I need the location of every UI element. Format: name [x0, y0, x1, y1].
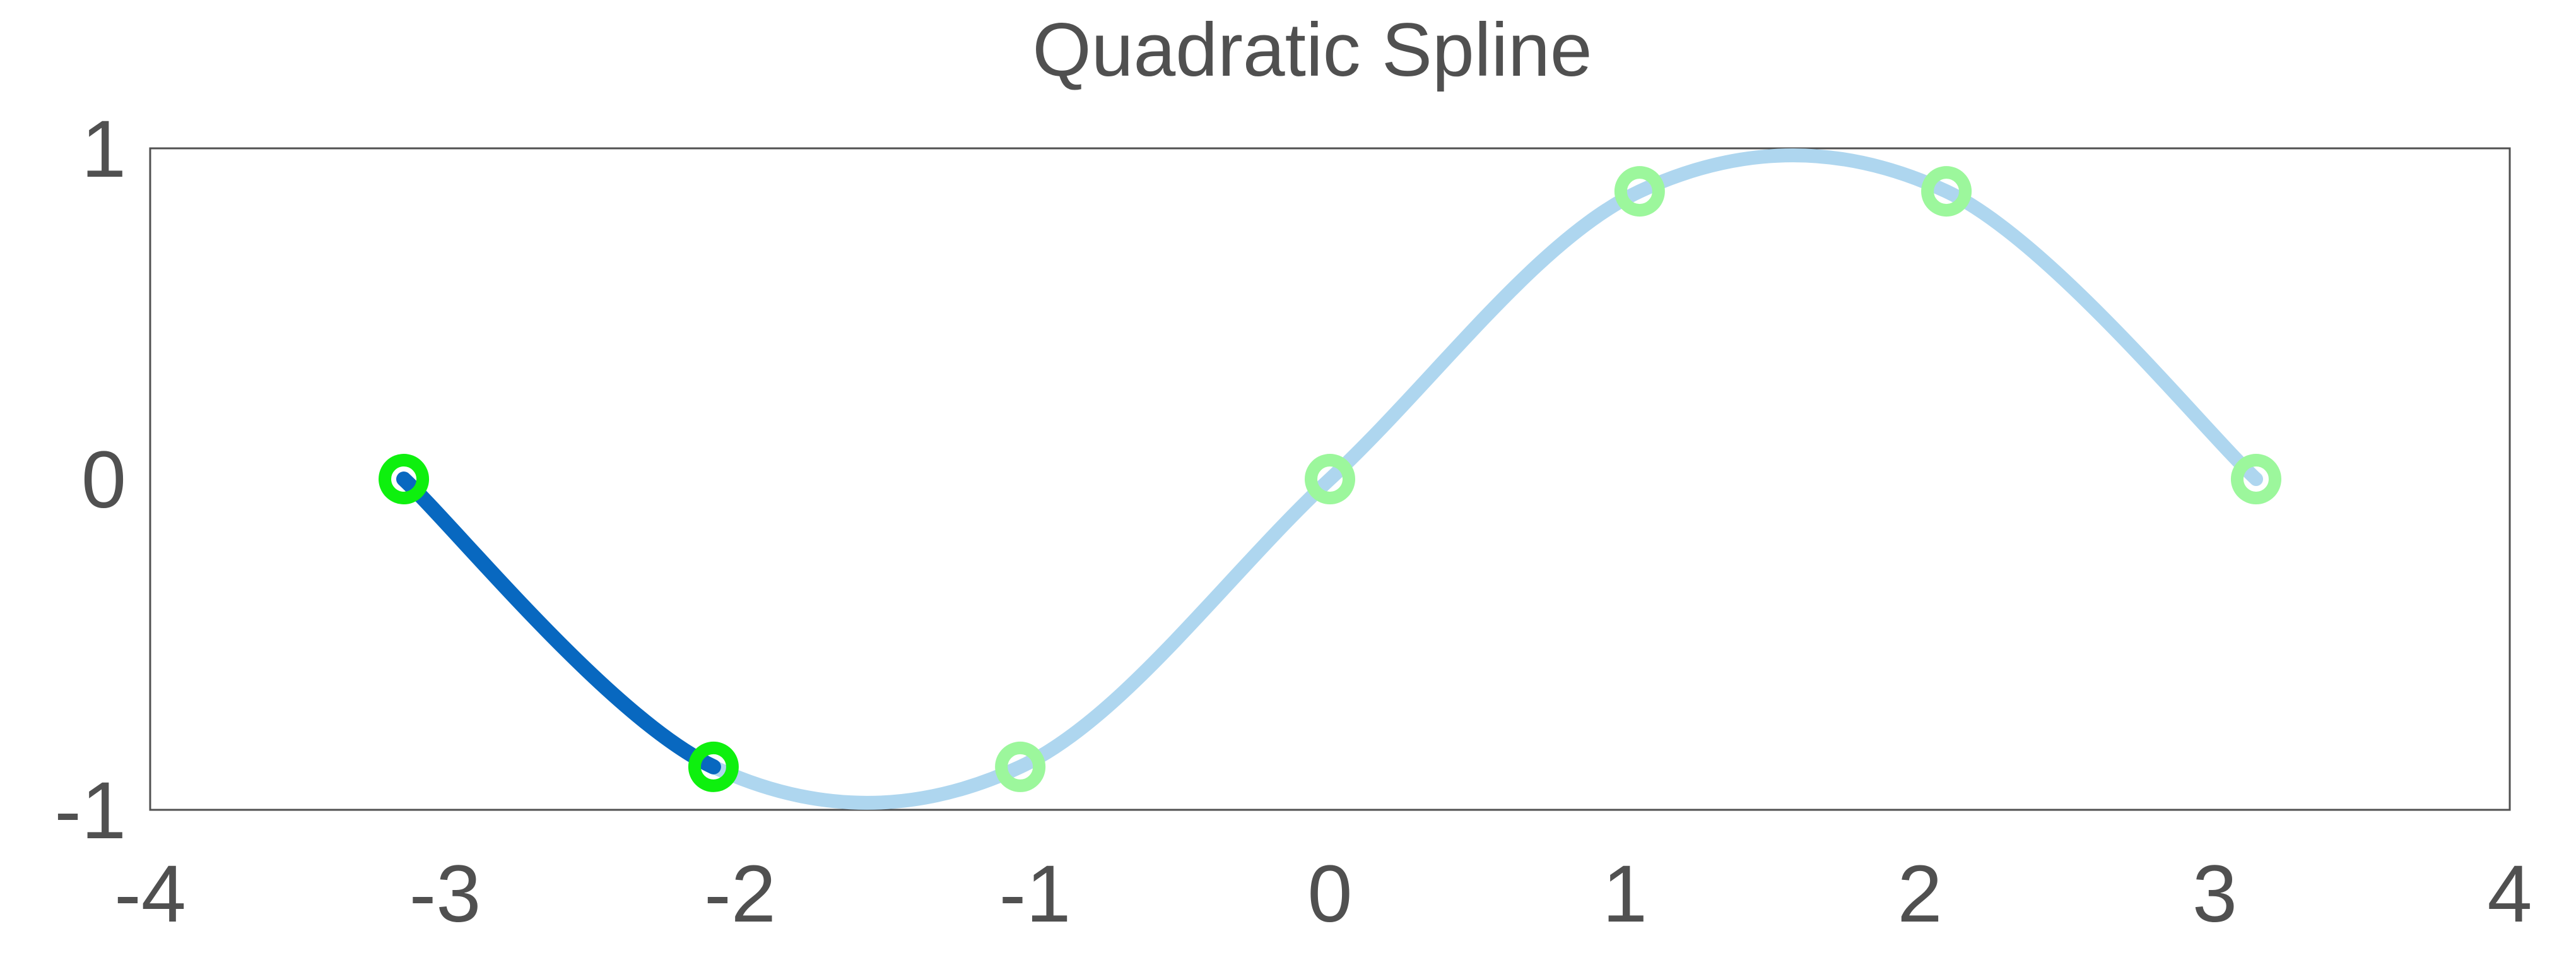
y-axis-tick-labels: -1 0 1: [54, 104, 126, 856]
knot-marker: [2230, 454, 2281, 504]
knot-markers: [379, 166, 2281, 792]
spline-curve-full: [397, 148, 2263, 810]
spline-curve-highlighted-segment: [396, 472, 721, 774]
chart-title: Quadratic Spline: [1032, 8, 1592, 92]
knot-marker: [995, 741, 1046, 792]
y-tick-label: 1: [81, 104, 126, 194]
x-tick-label: 1: [1603, 849, 1647, 939]
knot-marker-highlighted: [688, 741, 739, 792]
knot-marker: [1305, 454, 1355, 504]
knot-marker: [1614, 166, 1665, 217]
x-axis-tick-labels: -4 -3 -2 -1 0 1 2 3 4: [114, 849, 2532, 939]
x-tick-label: -1: [999, 849, 1071, 939]
x-tick-label: 0: [1307, 849, 1352, 939]
x-tick-label: -2: [704, 849, 776, 939]
plot-frame: [149, 147, 2511, 811]
x-tick-label: -4: [114, 849, 186, 939]
x-tick-label: 2: [1897, 849, 1942, 939]
knot-marker-highlighted: [379, 454, 430, 504]
y-tick-label: -1: [54, 766, 126, 856]
x-tick-label: -3: [409, 849, 481, 939]
knot-marker: [1921, 166, 1972, 217]
y-tick-label: 0: [81, 435, 126, 525]
x-tick-label: 4: [2487, 849, 2532, 939]
x-tick-label: 3: [2192, 849, 2237, 939]
